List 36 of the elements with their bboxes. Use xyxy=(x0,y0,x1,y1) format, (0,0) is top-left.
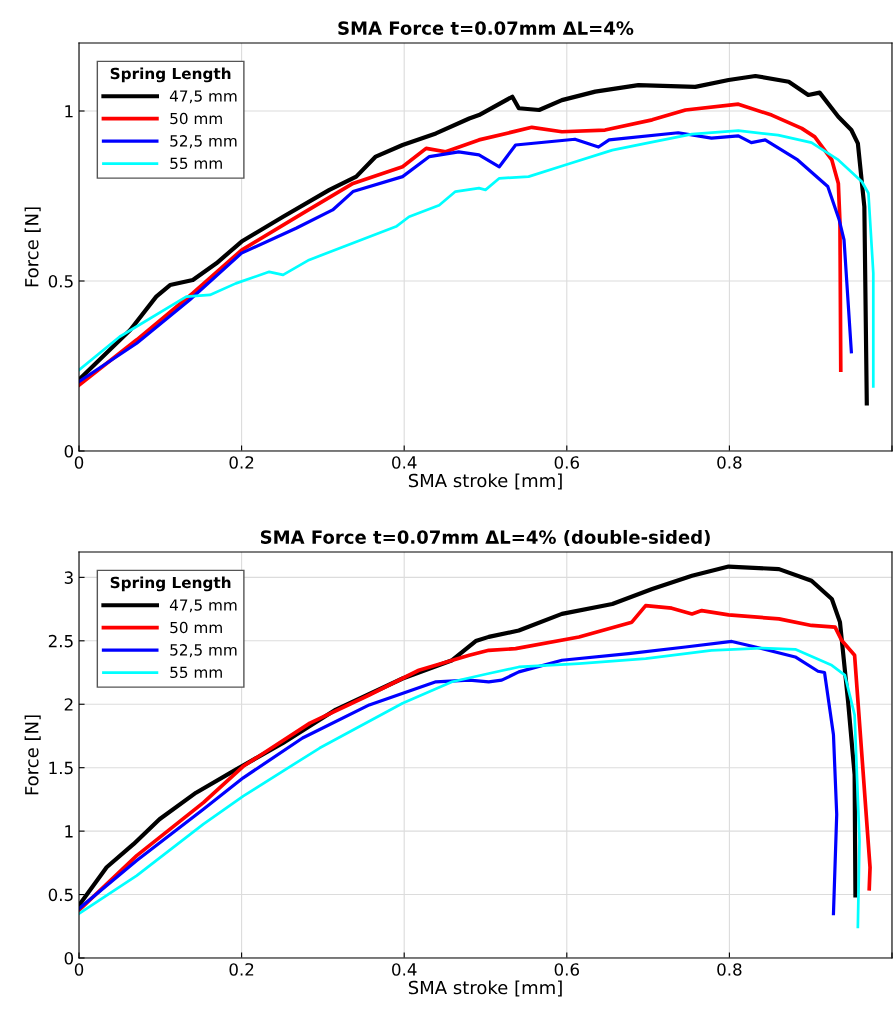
x-tick-label: 0.6 xyxy=(554,963,579,976)
legend-label: 52,5 mm xyxy=(170,135,237,149)
x-axis-title: SMA stroke [mm] xyxy=(408,473,562,490)
y-tick-label: 2 xyxy=(64,698,73,711)
y-tick-label: 1.5 xyxy=(49,761,73,775)
legend-title: Spring Length xyxy=(110,67,231,83)
y-tick-label: 0 xyxy=(64,951,74,965)
x-tick-label: 0.4 xyxy=(392,963,417,976)
legend-label: 50 mm xyxy=(170,621,222,634)
y-tick-label: 2.5 xyxy=(48,634,73,648)
legend-label: 50 mm xyxy=(170,112,222,125)
y-tick-label: 0.5 xyxy=(48,274,73,288)
legend-label: 47,5 mm xyxy=(169,90,237,104)
x-tick-label: 0.6 xyxy=(554,456,579,469)
y-tick-label: 1 xyxy=(65,825,73,838)
y-tick-label: 0.5 xyxy=(48,888,73,902)
legend-label: 55 mm xyxy=(170,666,222,679)
x-tick-label: 0.2 xyxy=(229,456,254,469)
x-tick-label: 0 xyxy=(74,456,84,469)
x-tick-label: 0 xyxy=(74,963,84,976)
chart-title: SMA Force t=0.07mm ΔL=4% xyxy=(338,21,634,35)
chart-title: SMA Force t=0.07mm ΔL=4% (double-sided) xyxy=(260,529,710,547)
legend-title: Spring Length xyxy=(110,576,231,592)
y-axis-title: Force [N] xyxy=(24,715,41,795)
legend-label: 52,5 mm xyxy=(170,644,237,658)
legend-label: 47,5 mm xyxy=(169,599,237,613)
x-tick-label: 0.4 xyxy=(392,456,417,469)
y-tick-label: 1 xyxy=(65,105,73,118)
y-tick-label: 0 xyxy=(64,444,74,458)
x-tick-label: 0.8 xyxy=(717,456,742,469)
y-axis-title: Force [N] xyxy=(24,207,41,287)
x-tick-label: 0.2 xyxy=(229,963,254,976)
x-axis-title: SMA stroke [mm] xyxy=(408,980,562,997)
legend-label: 55 mm xyxy=(170,157,222,170)
y-tick-label: 3 xyxy=(64,571,73,584)
x-tick-label: 0.8 xyxy=(717,963,742,976)
